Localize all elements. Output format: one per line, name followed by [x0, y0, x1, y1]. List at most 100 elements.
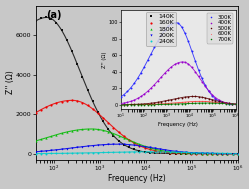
200K [106, 143, 110, 146]
200K [132, 144, 136, 147]
200K [60, 148, 64, 151]
240K [65, 152, 69, 155]
140K [70, 50, 74, 53]
160K [96, 112, 100, 115]
200K [220, 152, 224, 155]
200K [226, 152, 230, 155]
240K [153, 150, 157, 153]
160K [174, 152, 178, 155]
160K [215, 152, 219, 155]
160K [220, 152, 224, 155]
140K [226, 152, 230, 155]
200K [236, 152, 240, 155]
180K [205, 152, 209, 155]
140K [163, 152, 167, 155]
180K [194, 152, 198, 155]
200K [153, 147, 157, 150]
140K [80, 75, 84, 78]
240K [205, 152, 209, 155]
160K [117, 131, 121, 134]
180K [39, 138, 43, 141]
180K [34, 139, 38, 143]
240K [215, 152, 219, 155]
240K [106, 151, 110, 154]
180K [96, 128, 100, 131]
180K [199, 152, 203, 155]
180K [158, 149, 162, 152]
180K [75, 129, 79, 132]
200K [112, 143, 116, 146]
240K [55, 152, 59, 155]
160K [44, 105, 48, 108]
160K [169, 151, 173, 154]
140K [65, 39, 69, 42]
240K [174, 151, 178, 154]
160K [148, 148, 152, 151]
240K [148, 150, 152, 153]
140K [91, 100, 95, 103]
200K [80, 145, 84, 148]
180K [106, 130, 110, 133]
Legend: 140K, 160K, 180K, 200K, 240K: 140K, 160K, 180K, 200K, 240K [146, 12, 176, 46]
240K [194, 151, 198, 154]
180K [220, 152, 224, 155]
160K [205, 152, 209, 155]
200K [137, 144, 141, 147]
140K [39, 17, 43, 20]
140K [117, 139, 121, 142]
160K [163, 151, 167, 154]
240K [60, 152, 64, 155]
240K [220, 152, 224, 155]
200K [199, 152, 203, 155]
180K [112, 132, 116, 135]
180K [226, 152, 230, 155]
160K [127, 138, 131, 141]
240K [122, 150, 126, 153]
240K [91, 151, 95, 154]
180K [70, 129, 74, 132]
140K [49, 17, 53, 20]
240K [210, 152, 214, 155]
180K [174, 151, 178, 154]
160K [122, 135, 126, 138]
200K [194, 151, 198, 154]
240K [231, 152, 235, 155]
140K [122, 143, 126, 146]
240K [96, 151, 100, 154]
160K [153, 149, 157, 152]
160K [194, 152, 198, 155]
200K [91, 144, 95, 147]
180K [179, 151, 183, 154]
160K [112, 126, 116, 129]
240K [236, 152, 240, 155]
240K [158, 150, 162, 153]
180K [163, 150, 167, 153]
160K [70, 99, 74, 102]
160K [236, 152, 240, 155]
180K [86, 128, 90, 131]
160K [86, 104, 90, 107]
200K [189, 151, 193, 154]
140K [44, 16, 48, 19]
200K [174, 150, 178, 153]
180K [148, 146, 152, 149]
240K [75, 152, 79, 155]
200K [184, 151, 188, 154]
200K [148, 146, 152, 149]
240K [127, 150, 131, 153]
240K [39, 152, 43, 155]
140K [215, 152, 219, 155]
240K [169, 150, 173, 153]
240K [199, 151, 203, 154]
140K [137, 149, 141, 153]
160K [231, 152, 235, 155]
160K [55, 101, 59, 104]
240K [163, 150, 167, 153]
140K [55, 22, 59, 25]
200K [34, 150, 38, 153]
X-axis label: Frequency (Hz): Frequency (Hz) [108, 174, 166, 184]
180K [80, 128, 84, 131]
240K [112, 151, 116, 154]
200K [39, 150, 43, 153]
160K [226, 152, 230, 155]
